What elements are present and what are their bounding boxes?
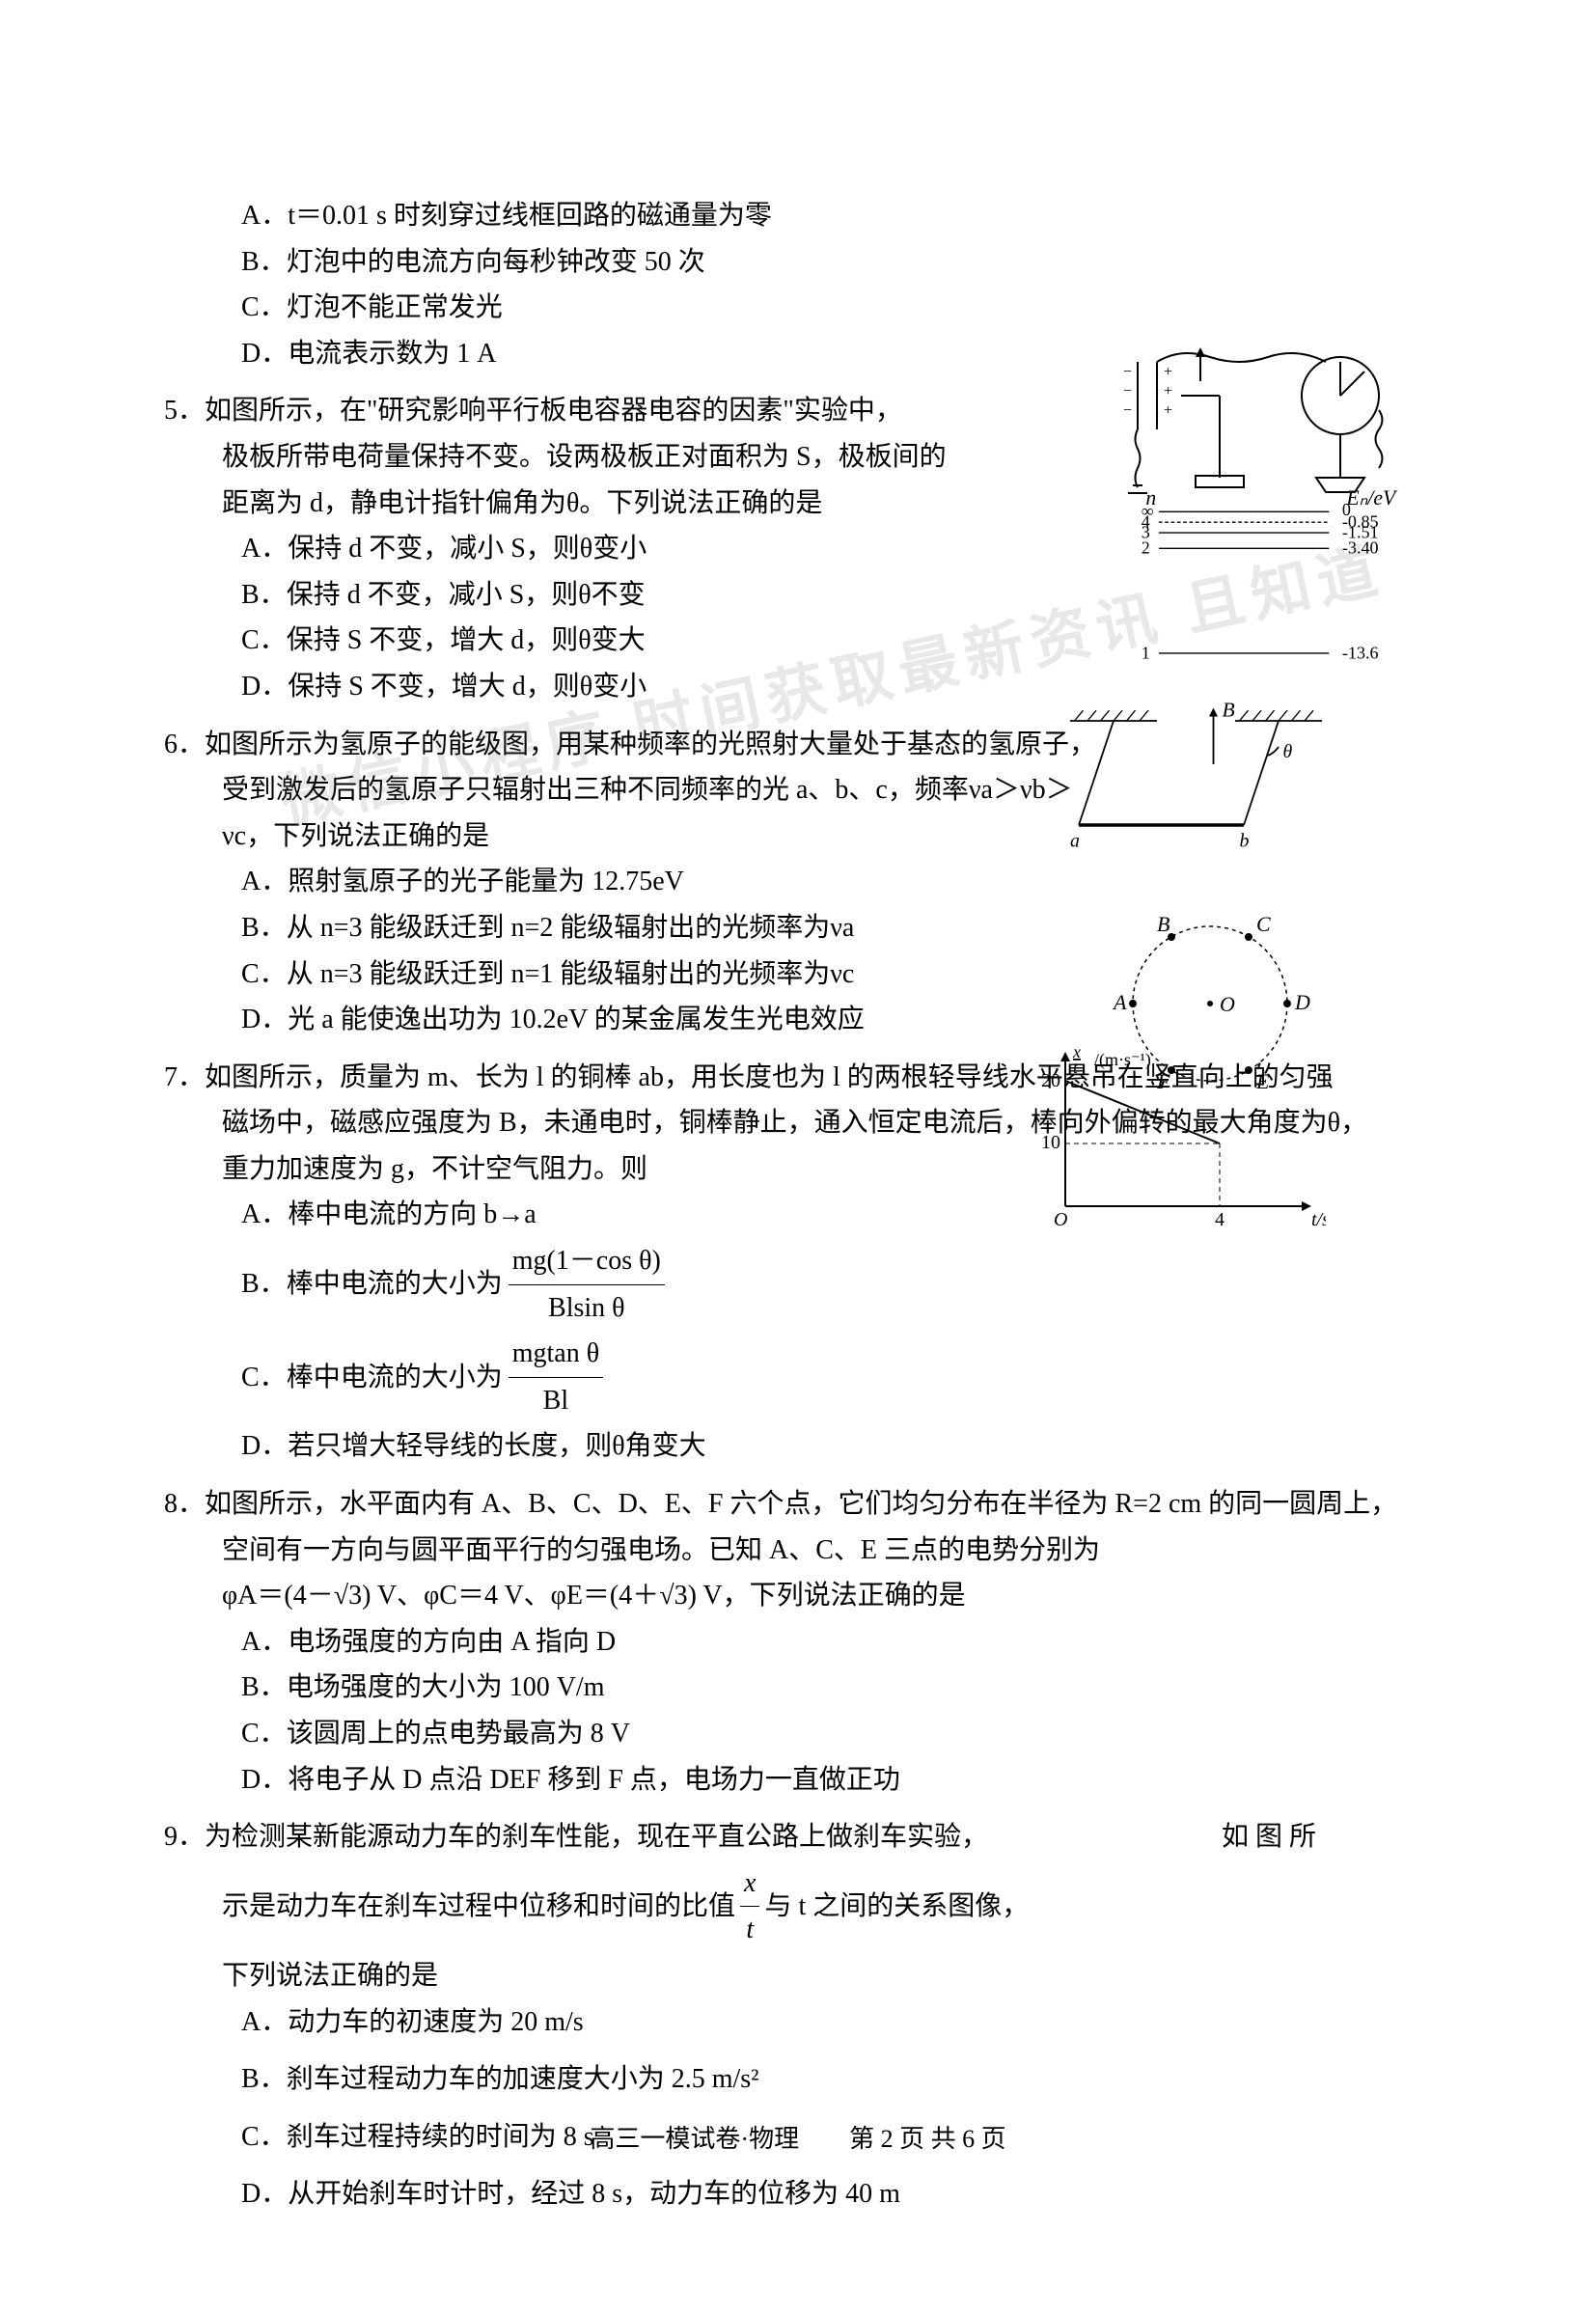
q4-opt-a-text: t＝0.01 s 时刻穿过线框回路的磁通量为零 [288,201,772,231]
q4-opt-b: B．灯泡中的电流方向每秒钟改变 50 次 [164,239,1432,286]
page-footer: 高三一模试卷·物理 第 2 页 共 6 页 [0,2118,1596,2161]
svg-text:D: D [1294,990,1310,1014]
q7-opt-c-pre: C．棒中电流的大小为 [241,1355,503,1401]
q7-opt-c-frac: mgtan θ Bl [509,1331,603,1423]
q9-stem-p5: 下列说法正确的是 [164,1953,1432,1999]
q8-stem-3: φA＝(4－√3) V、φC＝4 V、φE＝(4＋√3) V，下列说法正确的是 [164,1573,1432,1619]
q8-opt-b-text: 电场强度的大小为 100 V/m [287,1672,605,1702]
svg-text:−: − [1123,383,1132,399]
q9-opt-d: D．从开始刹车时计时，经过 8 s，动力车的位移为 40 m [164,2171,1432,2218]
capacitor-diagram: − − − + + + [1085,333,1413,507]
q8-opt-a: A．电场强度的方向由 A 指向 D [164,1619,1432,1666]
pendulum-diagram: B θ a b [1027,695,1374,868]
q7-opt-c: C．棒中电流的大小为 mgtan θ Bl [164,1331,1432,1423]
svg-text:20: 20 [1041,1070,1060,1091]
q7-opt-b: B．棒中电流的大小为 mg(1－cos θ) Blsin θ [164,1238,1432,1331]
q8-stem-2: 空间有一方向与圆平面平行的匀强电场。已知 A、C、E 三点的电势分别为 [164,1528,1432,1574]
svg-text:+: + [1164,383,1172,399]
svg-text:1: 1 [1142,643,1150,662]
svg-text:+: + [1164,402,1172,419]
b-label: b [1240,831,1250,852]
q5-opt-d-text: 保持 S 不变，增大 d，则θ变小 [288,672,647,702]
q4-opt-b-text: 灯泡中的电流方向每秒钟改变 50 次 [287,247,705,277]
q8-opt-c-text: 该圆周上的点电势最高为 8 V [287,1719,630,1749]
q4-opt-c-text: 灯泡不能正常发光 [287,292,503,322]
svg-text:t/s: t/s [1311,1209,1326,1230]
q7-c-den: Bl [509,1378,603,1424]
q9-frac: x t [740,1860,759,1953]
q9-opt-d-text: 从开始刹车时计时，经过 8 s，动力车的位移为 40 m [288,2179,900,2209]
svg-text:-13.6: -13.6 [1342,643,1379,662]
svg-text:C: C [1256,912,1271,936]
q7-c-num: mgtan θ [509,1331,603,1378]
q6-opt-b-text: 从 n=3 能级跃迁到 n=2 能级辐射出的光频率为νa [287,913,855,943]
q9-stem-row1: 9．为检测某新能源动力车的刹车性能，现在平直公路上做刹车实验， 如 图 所 [164,1814,1432,1860]
svg-text:O: O [1220,992,1235,1016]
q5-opt-a-text: 保持 d 不变，减小 S，则θ变小 [288,534,647,564]
q9-stem-p3: 示是动力车在刹车过程中位移和时间的比值 [222,1884,735,1930]
q8-opt-a-text: 电场强度的方向由 A 指向 D [288,1627,616,1657]
b-field-label: B [1223,699,1235,722]
q9-opt-a-text: 动力车的初速度为 20 m/s [288,2007,583,2037]
q7-opt-d: D．若只增大轻导线的长度，则θ角变大 [164,1423,1432,1470]
theta-label: θ [1283,741,1293,762]
q8-opt-c: C．该圆周上的点电势最高为 8 V [164,1711,1432,1757]
q8-opt-b: B．电场强度的大小为 100 V/m [164,1665,1432,1711]
xt-graph: x t /(m·s⁻¹) t/s O 20 10 4 [1027,1042,1326,1235]
q4-opt-d-text: 电流表示数为 1 A [288,339,496,369]
q8-opt-d-text: 将电子从 D 点沿 DEF 移到 F 点，电场力一直做正功 [288,1765,900,1795]
q7-opt-a-text: 棒中电流的方向 b→a [288,1199,536,1229]
q5-opt-c-text: 保持 S 不变，增大 d，则θ变大 [287,625,646,655]
a-label: a [1070,831,1080,852]
svg-text:+: + [1164,364,1172,380]
svg-text:/(m·s⁻¹): /(m·s⁻¹) [1094,1050,1151,1070]
q6-opt-c-text: 从 n=3 能级跃迁到 n=1 能级辐射出的光频率为νc [287,959,855,989]
q9-stem-row2: 示是动力车在刹车过程中位移和时间的比值 x t 与 t 之间的关系图像， [164,1860,1432,1953]
q9-stem-p4: 与 t 之间的关系图像， [764,1884,1029,1930]
q9-opt-b: B．刹车过程动力车的加速度大小为 2.5 m/s² [164,2056,1432,2103]
svg-text:10: 10 [1041,1132,1060,1153]
q7-opt-b-frac: mg(1－cos θ) Blsin θ [509,1238,665,1331]
svg-text:4: 4 [1215,1209,1225,1230]
q7-opt-b-pre: B．棒中电流的大小为 [241,1261,503,1308]
q4-opt-a: A．t＝0.01 s 时刻穿过线框回路的磁通量为零 [164,193,1432,239]
q9-stem-p1: 9．为检测某新能源动力车的刹车性能，现在平直公路上做刹车实验， [164,1814,988,1860]
q7-b-den: Blsin θ [509,1285,665,1332]
q9-opt-a: A．动力车的初速度为 20 m/s [164,1999,1432,2046]
q5-opt-b-text: 保持 d 不变，减小 S，则θ不变 [287,580,646,610]
svg-text:O: O [1054,1209,1067,1230]
q9-frac-den: t [740,1907,759,1953]
svg-text:−: − [1123,364,1132,380]
svg-text:B: B [1157,912,1169,936]
q6-opt-d-text: 光 a 能使逸出功为 10.2eV 的某金属发生光电效应 [288,1005,865,1034]
q6-stem-2a: 受到激发后的氢原子只辐射出三种不同频率的光 a、b、c，频率νa＞νb＞ [222,775,1073,805]
q9-frac-num: x [740,1860,759,1908]
svg-text:A: A [1112,990,1127,1014]
q4-opt-c: C．灯泡不能正常发光 [164,285,1432,331]
q8-stem-1: 8．如图所示，水平面内有 A、B、C、D、E、F 六个点，它们均匀分布在半径为 … [164,1481,1432,1528]
q7-opt-b-pretext: 棒中电流的大小为 [287,1269,503,1299]
q7-opt-c-pretext: 棒中电流的大小为 [287,1363,503,1392]
q9-stem-p2: 如 图 所 [1222,1814,1316,1860]
q9-opt-b-text: 刹车过程动力车的加速度大小为 2.5 m/s² [287,2064,759,2094]
q8: 8．如图所示，水平面内有 A、B、C、D、E、F 六个点，它们均匀分布在半径为 … [164,1481,1432,1803]
energy-level-diagram: n Eₙ/eV ∞ 4 3 2 1 0 -0.85 -1.51 -3.40 -1… [1114,487,1422,671]
en-label: Eₙ/eV [1345,487,1398,510]
svg-text:-3.40: -3.40 [1342,538,1379,558]
svg-text:−: − [1123,402,1132,419]
q8-opt-d: D．将电子从 D 点沿 DEF 移到 F 点，电场力一直做正功 [164,1757,1432,1804]
q6-opt-a-text: 照射氢原子的光子能量为 12.75eV [288,867,684,896]
svg-text:2: 2 [1142,538,1150,558]
q7-opt-d-text: 若只增大轻导线的长度，则θ角变大 [288,1431,705,1461]
q7-b-num: mg(1－cos θ) [509,1238,665,1285]
